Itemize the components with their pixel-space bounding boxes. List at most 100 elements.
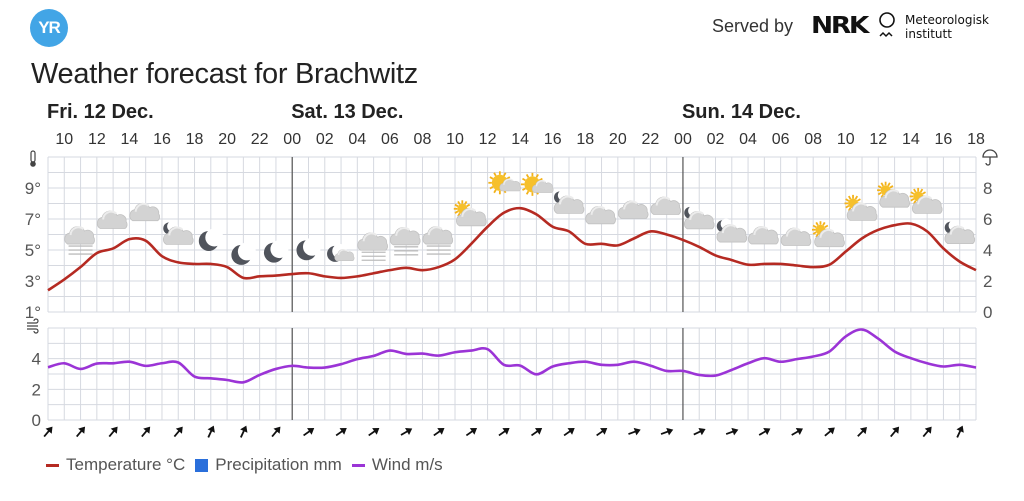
cloud-shape (814, 228, 845, 248)
cloud-highlight (655, 196, 671, 206)
cloud-highlight (427, 226, 443, 236)
weather-symbol-partlycloudy-day-icon (844, 194, 878, 221)
cloud-shape (532, 180, 554, 193)
weather-symbol-clearsky-night-icon (296, 237, 321, 261)
sun-ray (489, 176, 494, 180)
arrow-head (859, 427, 867, 435)
day-label: Fri. 12 Dec. (47, 101, 154, 123)
weather-symbol-fog-icon (64, 226, 95, 255)
arrow-head (307, 427, 315, 435)
sun-ray (454, 203, 459, 208)
sun-ray (535, 173, 539, 178)
weather-symbol-partlycloudy-night-icon (163, 220, 194, 245)
legend-item-precipitation[interactable]: Precipitation mm (195, 455, 342, 475)
cloud-shape (846, 202, 878, 221)
weather-symbol-partlycloudy-day-icon (453, 200, 487, 227)
moon-shadow (302, 237, 321, 256)
arrow-head (437, 427, 445, 435)
cloud-highlight (785, 227, 801, 237)
wind-direction-arrow-icon (725, 427, 739, 436)
hour-tick-label: 00 (283, 131, 301, 148)
wind-direction-arrow-icon (563, 427, 575, 437)
cloud-body (422, 226, 454, 245)
cloud-highlight (337, 249, 348, 256)
thermometer-bulb (30, 161, 36, 167)
thermometer-tube (30, 150, 36, 163)
cloud-highlight (753, 226, 768, 236)
arrow-head (892, 426, 900, 434)
cloud-highlight (884, 189, 900, 199)
temperature-axis-label: 3° (25, 272, 41, 291)
cloud-highlight (721, 224, 737, 234)
hour-tick-label: 18 (967, 131, 985, 148)
hour-tick-label: 10 (55, 131, 73, 148)
wind-direction-arrow-icon (890, 426, 900, 438)
wind-direction-arrow-icon (628, 427, 641, 436)
wind-direction-arrow-icon (43, 426, 53, 438)
precipitation-axis-label: 2 (983, 272, 992, 291)
arrow-head (763, 428, 771, 435)
sun-ray (887, 182, 891, 187)
chart-legend: Temperature °C Precipitation mm Wind m/s (46, 455, 453, 475)
weather-symbol-clearsky-night-icon (263, 240, 289, 263)
sun-ray (454, 210, 459, 214)
weather-symbol-fair-night-icon (327, 243, 355, 262)
sun-ray (913, 188, 917, 193)
wind-direction-arrow-icon (530, 427, 543, 437)
sun-ray (812, 231, 817, 235)
cloud-highlight (852, 202, 867, 212)
cloud-body (650, 196, 682, 215)
temperature-axis-label: 1° (25, 303, 41, 322)
yr-logo-text: YR (38, 18, 61, 37)
arrow-head (666, 427, 674, 436)
hour-tick-label: 16 (935, 131, 953, 148)
temperature-axis-label: 7° (25, 210, 41, 229)
moon-shadow (205, 228, 224, 247)
cloud-shape (944, 225, 976, 245)
legend-label: Wind m/s (371, 455, 443, 474)
legend-item-wind[interactable]: Wind m/s (351, 455, 443, 475)
wind-direction-arrow-icon (303, 427, 315, 437)
sun-ray (522, 187, 526, 191)
weather-symbol-partlycloudy-night-icon (684, 205, 715, 230)
weather-symbol-partlycloudy-day-icon (811, 221, 845, 248)
hour-tick-label: 08 (804, 131, 822, 148)
sun-ray (812, 224, 817, 229)
wind-direction-arrow-icon (660, 427, 674, 436)
arrow-head (273, 426, 281, 434)
wind-direction-arrow-icon (791, 428, 803, 436)
weather-symbol-fog-icon (389, 227, 421, 256)
cloud-highlight (623, 200, 638, 210)
cloud-body (389, 227, 421, 246)
hour-tick-label: 14 (511, 131, 529, 148)
moon-shadow (270, 240, 289, 259)
temperature-axis-label: 9° (25, 179, 41, 198)
umbrella-icon (982, 149, 998, 166)
cloud-shape (129, 202, 161, 222)
arrow-head (45, 426, 53, 434)
legend-label: Precipitation mm (215, 455, 342, 474)
nrk-logo[interactable]: NRK (811, 13, 869, 39)
cloud-highlight (819, 229, 835, 238)
arrow-head (956, 425, 964, 433)
arrow-head (795, 428, 803, 435)
cloud-shape (585, 205, 616, 225)
met-institute-logo-text[interactable]: Meteorologisk institutt (905, 13, 989, 41)
wind-direction-arrow-icon (207, 425, 215, 438)
cloud-body (585, 205, 616, 225)
cloud-highlight (395, 227, 410, 236)
temperature-axis-label: 5° (25, 241, 41, 260)
hour-tick-label: 04 (739, 131, 757, 148)
yr-logo[interactable]: YR (30, 9, 68, 47)
wind-direction-arrow-icon (465, 427, 478, 437)
moon-shape (198, 228, 224, 251)
hour-tick-label: 20 (609, 131, 627, 148)
wind-direction-arrow-icon (76, 426, 86, 438)
temperature-line (47, 206, 977, 292)
sun-ray (880, 182, 884, 187)
legend-item-temperature[interactable]: Temperature °C (46, 455, 185, 475)
cloud-shape (911, 195, 943, 214)
sun-ray (522, 177, 526, 182)
cloud-shape (650, 196, 682, 215)
